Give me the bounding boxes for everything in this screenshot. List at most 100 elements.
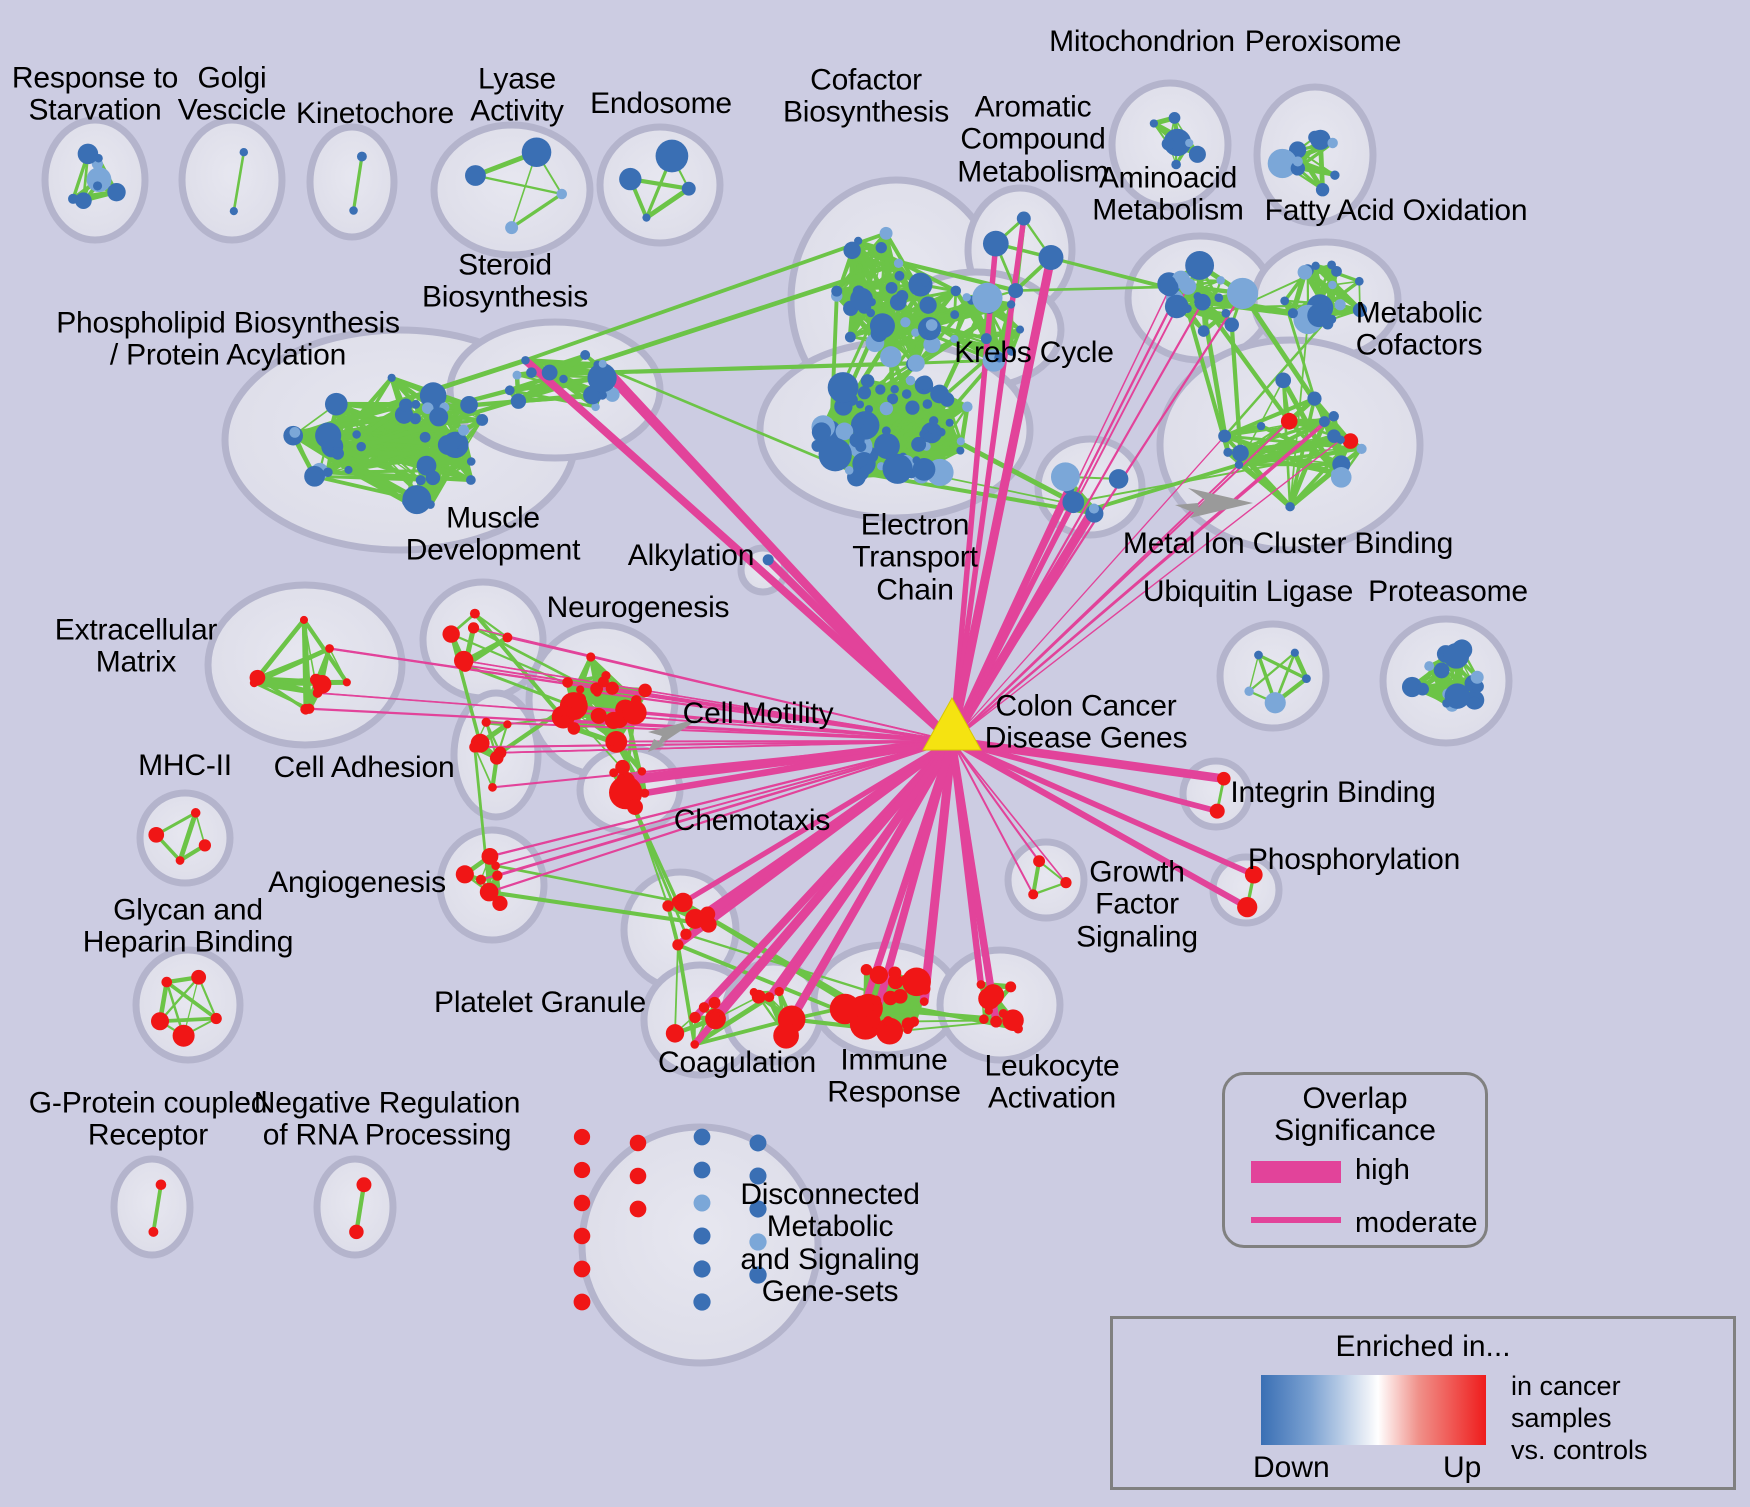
gene-set-node[interactable] [1256, 421, 1266, 431]
gene-set-node[interactable] [1185, 251, 1215, 280]
gene-set-node[interactable] [580, 350, 591, 360]
gene-set-node[interactable] [504, 385, 515, 396]
gene-set-node[interactable] [586, 652, 596, 662]
gene-set-node[interactable] [324, 392, 348, 416]
gene-set-node[interactable] [956, 446, 965, 455]
gene-set-node[interactable] [605, 681, 619, 695]
gene-set-node[interactable] [75, 192, 92, 209]
gene-set-node[interactable] [155, 1179, 167, 1191]
gene-set-node[interactable] [1016, 211, 1031, 226]
gene-set-node[interactable] [831, 285, 843, 297]
gene-set-node[interactable] [892, 988, 908, 1004]
gene-set-node[interactable] [312, 674, 332, 694]
gene-set-node[interactable] [86, 167, 112, 193]
gene-set-node[interactable] [980, 333, 992, 345]
cluster-halo-glycan-and-heparin-binding[interactable] [132, 946, 244, 1064]
gene-set-node[interactable] [421, 402, 434, 414]
gene-set-node[interactable] [1319, 303, 1329, 313]
gene-set-node[interactable] [950, 310, 960, 320]
gene-set-node[interactable] [148, 826, 165, 843]
gene-set-node[interactable] [573, 1227, 591, 1245]
gene-set-node[interactable] [850, 287, 873, 311]
gene-set-node[interactable] [629, 1134, 647, 1152]
gene-set-node[interactable] [773, 1022, 799, 1049]
cluster-halo-disconnected-gene-sets[interactable] [578, 1123, 822, 1367]
gene-set-node[interactable] [690, 1040, 700, 1049]
gene-set-node[interactable] [905, 375, 916, 386]
gene-set-node[interactable] [1290, 648, 1299, 657]
gene-set-node[interactable] [172, 1024, 195, 1047]
gene-set-node[interactable] [990, 1015, 1002, 1028]
gene-set-node[interactable] [601, 671, 611, 681]
gene-set-node[interactable] [749, 1134, 767, 1152]
gene-set-node[interactable] [559, 714, 570, 726]
gene-set-node[interactable] [1302, 674, 1311, 684]
gene-set-node[interactable] [458, 443, 468, 454]
gene-set-node[interactable] [492, 895, 508, 911]
gene-set-node[interactable] [1354, 276, 1364, 286]
gene-set-node[interactable] [1232, 444, 1249, 462]
gene-set-node[interactable] [467, 622, 480, 634]
gene-set-node[interactable] [1328, 280, 1337, 290]
gene-set-node[interactable] [860, 374, 875, 388]
gene-set-node[interactable] [698, 1002, 710, 1013]
gene-set-node[interactable] [871, 995, 882, 1006]
gene-set-node[interactable] [902, 967, 931, 997]
gene-set-node[interactable] [591, 402, 600, 412]
gene-set-node[interactable] [1008, 283, 1024, 299]
gene-set-node[interactable] [1226, 277, 1259, 310]
gene-set-node[interactable] [1287, 308, 1298, 319]
gene-set-node[interactable] [978, 987, 1001, 1010]
gene-set-node[interactable] [1470, 670, 1484, 684]
gene-set-node[interactable] [77, 143, 99, 165]
gene-set-node[interactable] [917, 375, 933, 391]
gene-set-node[interactable] [299, 615, 308, 624]
gene-set-node[interactable] [1267, 148, 1298, 179]
gene-set-node[interactable] [1327, 429, 1341, 443]
gene-set-node[interactable] [972, 282, 1003, 314]
cluster-halo-lyase-activity[interactable] [430, 121, 594, 259]
gene-set-node[interactable] [352, 430, 361, 439]
gene-set-node[interactable] [1002, 1009, 1024, 1031]
gene-set-node[interactable] [107, 182, 126, 202]
gene-set-node[interactable] [190, 808, 201, 818]
gene-set-node[interactable] [356, 1177, 372, 1193]
gene-set-node[interactable] [874, 433, 900, 459]
gene-set-node[interactable] [640, 788, 650, 798]
gene-set-node[interactable] [415, 475, 426, 486]
gene-set-node[interactable] [1223, 447, 1233, 457]
gene-set-node[interactable] [875, 384, 886, 395]
gene-set-node[interactable] [1179, 278, 1197, 295]
gene-set-node[interactable] [576, 685, 585, 694]
gene-set-node[interactable] [827, 372, 859, 403]
gene-set-node[interactable] [1168, 112, 1181, 124]
gene-set-node[interactable] [708, 996, 721, 1009]
gene-set-node[interactable] [387, 373, 396, 382]
gene-set-node[interactable] [1244, 865, 1263, 884]
gene-set-node[interactable] [693, 1260, 711, 1278]
gene-set-node[interactable] [689, 1011, 701, 1024]
gene-set-node[interactable] [1467, 696, 1481, 710]
gene-set-node[interactable] [448, 631, 459, 642]
gene-set-node[interactable] [749, 1200, 767, 1218]
gene-set-node[interactable] [455, 865, 474, 884]
gene-set-node[interactable] [416, 455, 437, 476]
gene-set-node[interactable] [869, 965, 889, 985]
gene-set-node[interactable] [590, 707, 607, 724]
gene-set-node[interactable] [907, 354, 925, 372]
gene-set-node[interactable] [984, 1006, 993, 1015]
gene-set-node[interactable] [1318, 416, 1330, 428]
gene-set-node[interactable] [880, 346, 902, 368]
gene-set-node[interactable] [559, 374, 568, 384]
gene-set-node[interactable] [849, 432, 865, 448]
gene-set-node[interactable] [1264, 692, 1286, 714]
gene-set-node[interactable] [573, 1128, 591, 1146]
gene-set-node[interactable] [541, 364, 558, 381]
gene-set-node[interactable] [922, 399, 933, 409]
gene-set-node[interactable] [1254, 650, 1263, 660]
gene-set-node[interactable] [437, 434, 458, 455]
gene-set-node[interactable] [1161, 137, 1175, 151]
gene-set-node[interactable] [198, 839, 212, 852]
gene-set-node[interactable] [1088, 503, 1100, 514]
gene-set-node[interactable] [1149, 119, 1158, 128]
